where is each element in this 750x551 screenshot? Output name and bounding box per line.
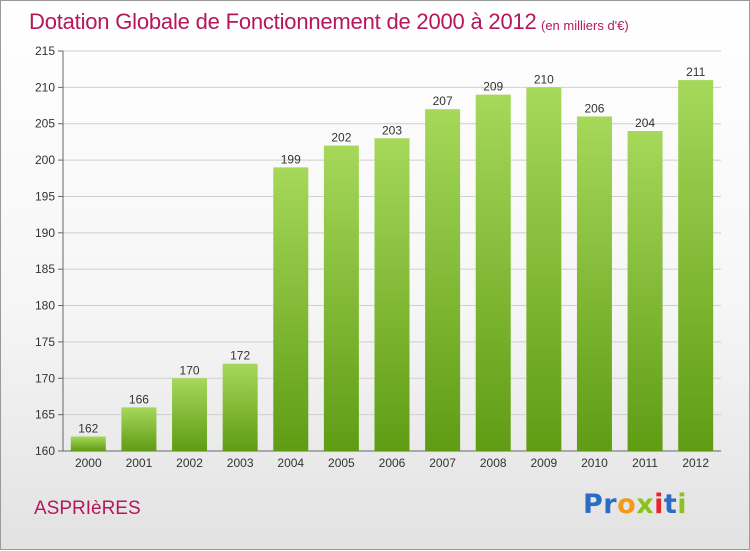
bar-2007	[425, 109, 461, 451]
y-tick-label: 180	[35, 299, 55, 313]
bar-2005	[323, 145, 359, 451]
bars	[70, 80, 714, 452]
x-tick-label: 2003	[227, 456, 254, 470]
bar-2008	[475, 94, 511, 452]
y-tick-label: 175	[35, 335, 55, 349]
x-tick-label: 2010	[581, 456, 608, 470]
y-tick-label: 165	[35, 408, 55, 422]
bar-2012	[678, 80, 714, 451]
logo-letter: P	[583, 489, 604, 520]
x-tick-label: 2008	[480, 456, 507, 470]
y-tick-label: 185	[35, 262, 55, 276]
x-tick-label: 2012	[682, 456, 709, 470]
logo-letter: r	[603, 489, 618, 520]
value-labels: 162 166 170 172 199 202 203 207 209 210 206 204 211	[78, 65, 705, 435]
chart-unit: (en milliers d'€)	[541, 18, 629, 33]
value-label: 211	[686, 65, 705, 79]
value-label: 209	[483, 80, 503, 94]
y-tick-label: 215	[35, 44, 55, 58]
bar-2003	[222, 363, 258, 451]
bar-2002	[172, 378, 208, 451]
value-label: 207	[433, 94, 453, 108]
x-tick-label: 2011	[632, 456, 658, 470]
chart-title: Dotation Globale de Fonctionnement de 20…	[29, 9, 537, 34]
x-tick-label: 2006	[379, 456, 406, 470]
logo-letter: t	[663, 489, 678, 520]
bar-2004	[273, 167, 309, 451]
bar-2010	[576, 116, 612, 452]
x-tick-label: 2009	[530, 456, 557, 470]
value-label: 172	[230, 349, 250, 363]
bar-2006	[374, 138, 410, 452]
bar-2001	[121, 407, 157, 451]
bar-2011	[627, 131, 663, 451]
y-tick-label: 200	[35, 153, 55, 167]
proxiti-logo[interactable]: Proxiti	[583, 489, 687, 520]
y-tick-label: 205	[35, 117, 55, 131]
logo-letter: i	[677, 489, 688, 520]
value-label: 210	[534, 72, 554, 86]
y-tick-labels: 160 165 170 175 180 185 190 195 200 205 210 215	[35, 44, 55, 458]
bar-2009	[526, 87, 562, 451]
logo-letter: x	[636, 489, 655, 520]
y-tick-label: 190	[35, 226, 55, 240]
bar-2000	[70, 436, 106, 451]
value-label: 166	[129, 392, 149, 406]
x-tick-label: 2004	[277, 456, 304, 470]
value-label: 170	[180, 363, 200, 377]
y-tick-label: 160	[35, 444, 55, 458]
x-tick-label: 2000	[75, 456, 102, 470]
logo-letter: i	[654, 489, 664, 520]
value-label: 202	[331, 131, 351, 145]
value-label: 203	[382, 123, 402, 137]
x-tick-label: 2005	[328, 456, 355, 470]
value-label: 206	[584, 101, 604, 115]
x-tick-labels: 2000 2001 2002 2003 2004 2005 2006 2007 2008 2009…	[75, 456, 709, 470]
logo-letter: o	[617, 489, 637, 520]
value-label: 204	[635, 116, 655, 130]
x-tick-label: 2007	[429, 456, 456, 470]
value-label: 162	[78, 421, 98, 435]
y-tick-label: 195	[35, 189, 55, 203]
x-tick-label: 2001	[126, 456, 153, 470]
commune-name: ASPRIèRES	[34, 498, 141, 519]
x-tick-label: 2002	[176, 456, 203, 470]
y-tick-label: 170	[35, 371, 55, 385]
y-tick-label: 210	[35, 80, 55, 94]
value-label: 199	[281, 152, 301, 166]
